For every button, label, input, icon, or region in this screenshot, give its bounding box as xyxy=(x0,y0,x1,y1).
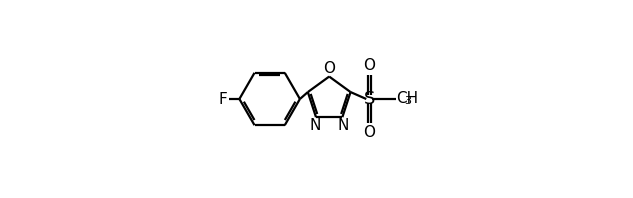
Text: N: N xyxy=(337,118,349,133)
Text: O: O xyxy=(363,125,375,140)
Text: N: N xyxy=(310,118,321,133)
Text: F: F xyxy=(219,91,228,107)
Text: 3: 3 xyxy=(404,96,411,106)
Text: S: S xyxy=(363,90,375,108)
Text: O: O xyxy=(363,58,375,73)
Text: O: O xyxy=(323,61,335,76)
Text: CH: CH xyxy=(396,90,418,106)
